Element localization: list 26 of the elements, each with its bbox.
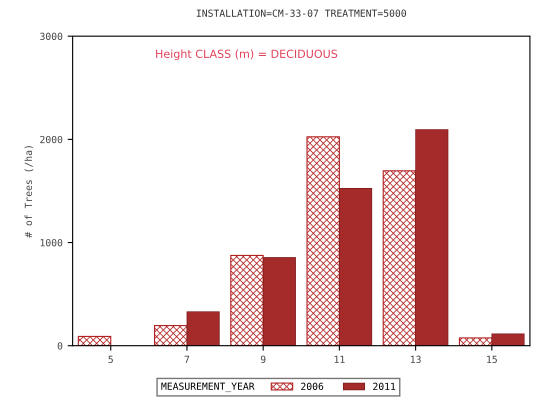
bar	[78, 336, 112, 346]
y-tick-label: 0	[58, 342, 62, 350]
legend-label: 2006	[301, 382, 324, 390]
x-tick-label: 5	[108, 356, 113, 364]
x-tick-label: 15	[487, 356, 497, 364]
bar	[262, 257, 296, 346]
bar	[306, 136, 340, 346]
x-tick-label: 13	[410, 356, 421, 364]
x-tick-label: 7	[184, 356, 190, 363]
legend-label: 2011	[373, 382, 396, 390]
chart-title: INSTALLATION=CM-33-07 TREATMENT=5000	[196, 10, 406, 17]
y-tick-label: 1000	[40, 239, 62, 246]
bar	[186, 311, 220, 346]
y-tick-label: 2000	[40, 136, 62, 144]
bar	[230, 254, 264, 346]
y-axis-title: # of Trees (/ha)	[24, 146, 34, 238]
bar	[491, 334, 525, 346]
x-tick-label: 11	[334, 356, 345, 363]
bar	[415, 129, 448, 346]
x-tick-label: 9	[260, 356, 266, 364]
annotation: Height CLASS (m) = DECIDUOUS	[156, 49, 338, 60]
bar	[382, 170, 416, 346]
y-tick-label: 3000	[40, 32, 62, 40]
bar	[339, 188, 372, 346]
legend-title: MEASUREMENT_YEAR	[161, 382, 255, 392]
bar	[154, 325, 188, 346]
